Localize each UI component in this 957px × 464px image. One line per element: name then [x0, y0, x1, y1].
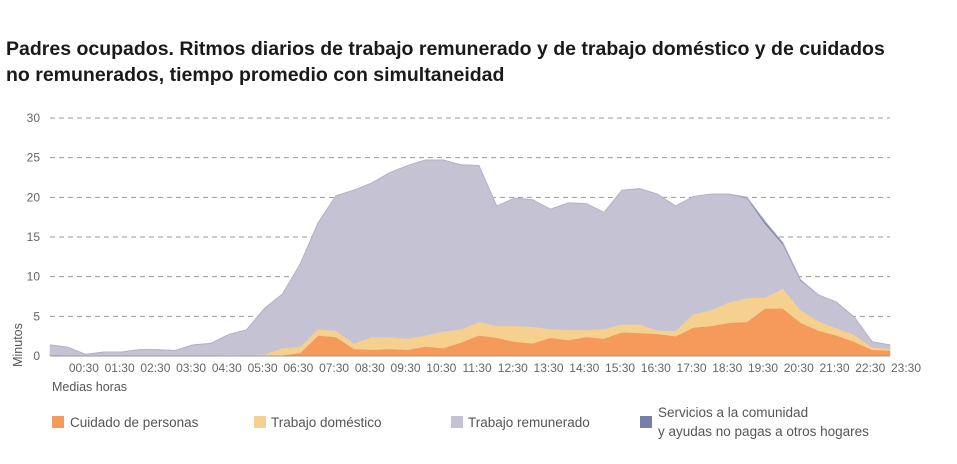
- y-tick-label: 10: [27, 270, 41, 284]
- legend-swatch-servicios: [640, 416, 652, 428]
- x-tick-label: 11:30: [462, 361, 491, 375]
- x-tick-label: 03:30: [176, 361, 206, 375]
- x-tick-label: 05:30: [248, 361, 278, 375]
- legend-label-servicios-line-1: Servicios a la comunidad: [658, 405, 809, 420]
- x-tick-labels: 00:30 01:30 02:30 03:30 04:30 05:30 06:30 07:30…: [69, 361, 921, 375]
- x-tick-label: 07:30: [319, 361, 349, 375]
- chart-title-line-2: no remunerados, tiempo promedio con simu…: [6, 64, 505, 86]
- legend-swatch-cuidado: [52, 416, 64, 428]
- y-tick-label: 0: [33, 349, 40, 363]
- x-tick-label: 20:30: [784, 361, 814, 375]
- gridlines: [50, 117, 890, 317]
- x-tick-label: 18:30: [712, 361, 742, 375]
- legend-label-servicios-line-2: y ayudas no pagas a otros hogares: [658, 424, 869, 439]
- x-tick-label: 17:30: [677, 361, 707, 375]
- legend-swatch-remunerado: [451, 416, 463, 428]
- legend-label-remunerado: Trabajo remunerado: [468, 415, 590, 430]
- y-tick-label: 15: [27, 230, 41, 244]
- y-axis-label: Minutos: [11, 323, 25, 367]
- legend-label-cuidado: Cuidado de personas: [70, 415, 199, 430]
- x-tick-label: 23:30: [891, 361, 921, 375]
- y-tick-label: 5: [33, 309, 40, 323]
- x-tick-label: 00:30: [69, 361, 99, 375]
- x-tick-label: 12:30: [498, 361, 528, 375]
- x-tick-label: 21:30: [819, 361, 849, 375]
- area-series: [49, 159, 891, 357]
- y-tick-label: 25: [27, 151, 41, 165]
- x-tick-label: 08:30: [355, 361, 385, 375]
- x-tick-label: 19:30: [748, 361, 778, 375]
- y-tick-label: 20: [27, 190, 41, 204]
- x-axis-label: Medias horas: [52, 380, 127, 394]
- x-tick-label: 15:30: [605, 361, 635, 375]
- x-tick-label: 13:30: [534, 361, 564, 375]
- chart-title-line-1: Padres ocupados. Ritmos diarios de traba…: [6, 38, 885, 60]
- y-tick-label: 30: [27, 111, 41, 125]
- x-tick-label: 16:30: [641, 361, 671, 375]
- chart-title: Padres ocupados. Ritmos diarios de traba…: [6, 36, 946, 88]
- total-outline: [49, 159, 891, 355]
- legend-label-domestico: Trabajo doméstico: [271, 415, 382, 430]
- x-tick-label: 10:30: [426, 361, 456, 375]
- x-tick-label: 04:30: [212, 361, 242, 375]
- x-tick-label: 02:30: [140, 361, 170, 375]
- x-tick-label: 06:30: [283, 361, 313, 375]
- y-tick-labels: 0 5 10 15 20 25 30: [27, 111, 41, 363]
- x-tick-label: 22:30: [855, 361, 885, 375]
- legend-swatch-domestico: [254, 416, 266, 428]
- x-tick-label: 01:30: [105, 361, 135, 375]
- x-tick-label: 14:30: [569, 361, 599, 375]
- legend-label-servicios: Servicios a la comunidad y ayudas no pag…: [658, 403, 869, 441]
- x-tick-label: 09:30: [391, 361, 421, 375]
